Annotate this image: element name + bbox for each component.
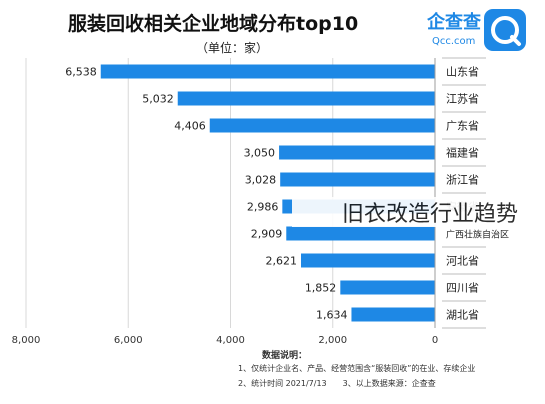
logo-ring: [491, 16, 519, 44]
category-label: 广西壮族自治区: [446, 229, 509, 241]
overlay-caption-text: 旧衣改造行业趋势: [342, 202, 519, 227]
category-label: 河北省: [446, 255, 479, 268]
bar-value-label: 4,406: [174, 120, 206, 133]
x-tick-label: 8,000: [12, 335, 41, 346]
unit-label: （单位：家）: [196, 40, 268, 55]
category-label: 湖北省: [446, 309, 479, 322]
overlay-caption: 旧衣改造行业趋势: [292, 197, 545, 227]
bar: [351, 307, 435, 322]
x-tick-label: 4,000: [216, 335, 245, 346]
category-label: 江苏省: [446, 93, 479, 106]
x-tick-label: 2,000: [318, 335, 347, 346]
bar: [100, 64, 435, 79]
notes-heading: 数据说明：: [262, 349, 307, 361]
bar-value-label: 2,986: [247, 201, 279, 214]
bar-value-label: 6,538: [65, 66, 97, 79]
bar: [279, 145, 435, 160]
bar: [301, 253, 435, 268]
bar: [286, 226, 435, 241]
bar: [280, 172, 435, 187]
data-notes: 数据说明： 1、仅统计企业名、产品、经营范围含“服装回收”的在业、存续企业 2、…: [238, 349, 475, 388]
category-label: 广东省: [446, 120, 479, 133]
logo-brand: 企查查: [426, 11, 481, 33]
x-tick-label: 6,000: [114, 335, 143, 346]
logo-handle: [510, 35, 521, 46]
bar-value-label: 2,621: [266, 255, 298, 268]
bar-value-label: 1,634: [316, 309, 348, 322]
category-label: 浙江省: [446, 174, 479, 187]
bar-value-label: 3,028: [245, 174, 277, 187]
notes-line2: 2、统计时间 2021/7/13 3、以上数据来源：企查查: [238, 378, 436, 388]
bar-value-label: 5,032: [142, 93, 174, 106]
bar-value-label: 3,050: [244, 147, 276, 160]
category-label: 四川省: [446, 282, 479, 295]
axis-layer: 0 2,000 4,000 6,000 8,000: [12, 58, 438, 346]
logo-domain: Qcc.com: [432, 36, 475, 47]
notes-line1: 1、仅统计企业名、产品、经营范围含“服装回收”的在业、存续企业: [238, 363, 475, 373]
bar-value-label: 2,909: [251, 228, 283, 241]
bar: [340, 280, 435, 295]
category-label: 福建省: [446, 146, 479, 160]
bar: [177, 91, 435, 106]
x-tick-label: 0: [432, 335, 438, 346]
category-label: 山东省: [446, 66, 479, 79]
bar-layer: [100, 64, 435, 322]
chart-title: 服装回收相关企业地域分布top10: [68, 12, 358, 35]
logo: 企查查 Qcc.com: [426, 9, 526, 51]
bar: [209, 118, 435, 133]
bar-value-label: 1,852: [305, 282, 337, 295]
label-layer: 6,538 山东省 5,032 江苏省 4,406 广东省 3,050 福建省 3,028 浙江省…: [65, 66, 509, 322]
